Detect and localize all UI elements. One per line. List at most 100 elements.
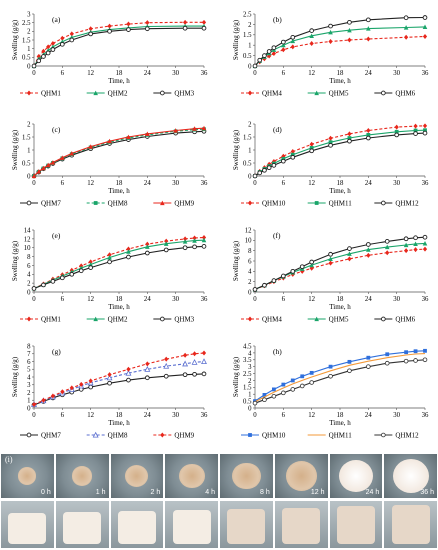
x-tick-label: 30 [393,70,400,77]
y-tick-label: 3.5 [243,357,252,364]
legend-label: QHM11 [329,432,353,440]
series-line [33,245,205,290]
y-tick-label: 0 [248,63,252,70]
y-tick-label: 8 [27,254,31,261]
data-point [365,135,371,141]
x-axis-label: Time, h [108,187,130,195]
data-point [281,382,286,387]
data-point [384,244,390,250]
photo-top-view: 0 h [1,454,54,498]
legend-swatch-marker [159,316,165,322]
series-line [254,242,426,290]
data-point [290,387,296,392]
x-tick-label: 0 [32,296,36,303]
data-point [173,128,178,133]
x-tick-label: 0 [32,70,36,77]
x-tick-label: 24 [365,296,372,303]
photo-side-view [329,501,383,548]
x-tick-label: 6 [282,412,286,419]
series-qhm5 [252,241,428,292]
y-tick-label: 4 [248,350,252,357]
y-axis-label: Swelling (g/g) [232,240,240,281]
hydrogel-disc [18,467,37,485]
data-point [384,239,390,244]
data-point [192,235,197,241]
data-point [79,381,84,387]
series-line [254,129,426,177]
data-point [262,53,267,58]
data-point [422,123,428,129]
y-tick-label: 2 [248,22,252,29]
data-point [280,273,286,279]
series-line [33,352,205,406]
data-point [145,20,150,26]
y-tick-label: 10 [245,238,252,245]
y-tick-label: 1 [248,43,251,50]
x-tick-label: 18 [337,70,344,77]
legend: QHM1 QHM2 QHM3 [20,316,195,324]
data-point [201,237,207,243]
data-point [50,40,55,46]
data-point [403,25,409,30]
data-point [88,144,93,149]
legend-label: QHM12 [395,432,419,440]
y-tick-label: 0.5 [22,55,31,62]
data-point [107,380,112,386]
y-tick-label: 2 [248,378,252,385]
data-point [413,235,418,241]
y-tick-label: 1 [27,398,30,405]
data-point [183,19,188,25]
series-qhm9 [31,125,207,179]
photo-panel-label: (i) [5,455,13,464]
data-point [60,155,65,160]
hydrogel-block [63,512,102,545]
data-point [290,268,296,274]
y-tick-label: 0.5 [243,160,252,167]
data-point [422,241,428,246]
legend-swatch-marker [160,200,165,206]
y-tick-label: 3 [27,382,31,389]
y-tick-label: 1 [27,147,30,154]
data-point [366,128,371,133]
legend-swatch-marker [314,90,319,96]
data-point [281,42,286,48]
legend-label: QHM2 [108,316,128,324]
x-tick-label: 24 [365,70,372,77]
x-tick-label: 24 [144,70,151,77]
y-axis-label: Swelling (g/g) [11,129,19,170]
data-point [385,250,390,256]
y-axis-label: Swelling (g/g) [232,19,240,60]
time-label: 2 h [150,489,161,496]
series-qhm8 [31,358,207,408]
data-point [88,265,94,270]
x-tick-label: 12 [87,412,94,419]
data-point [60,389,65,395]
x-tick-label: 24 [365,180,372,187]
y-tick-label: 1 [248,392,251,399]
data-point [126,377,131,383]
data-point [41,48,46,54]
data-point [404,350,409,355]
y-tick-label: 0 [27,173,31,180]
data-point [252,400,258,406]
photo-side-view [384,501,437,548]
data-point [403,242,409,248]
data-point [347,131,352,137]
series-qhm2 [31,237,207,291]
data-point [252,63,258,69]
data-point [262,167,267,173]
time-label: 8 h [260,489,270,496]
legend-swatch-marker [93,90,98,96]
data-point [366,26,371,31]
data-point [347,136,352,140]
data-point [271,278,277,283]
chart-panel: 00.511.522.533.544.5 0 6 12 18 24 30 36 Time, h S… [232,343,429,439]
data-point [126,21,131,27]
y-axis-label: Swelling (g/g) [232,129,240,170]
data-point [394,132,400,138]
series-qhm6 [252,15,428,69]
data-point [163,247,169,253]
series-line [254,125,426,177]
data-point [280,39,286,45]
legend-label: QHM6 [395,90,415,98]
